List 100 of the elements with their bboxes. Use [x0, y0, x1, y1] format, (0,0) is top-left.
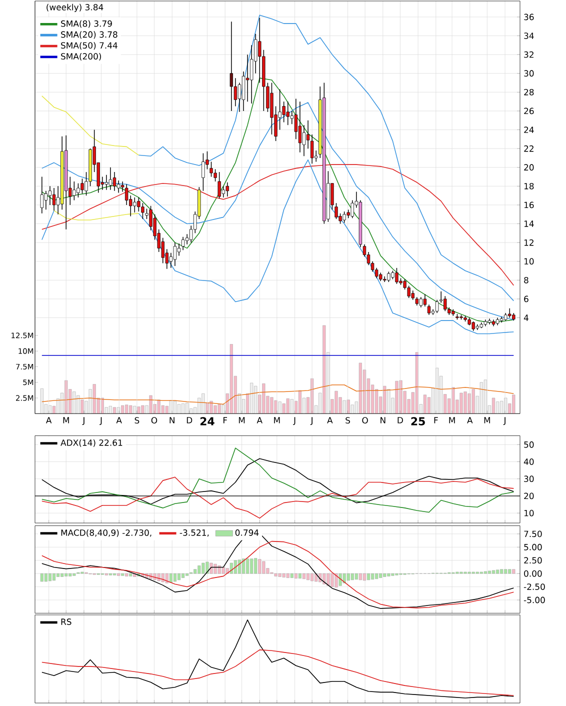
bar: [40, 388, 44, 414]
y-tick-label: -2.50: [524, 584, 545, 590]
bar: [342, 573, 346, 584]
y-tick-label: -5.00: [524, 596, 545, 604]
x-tick-label: 25: [411, 417, 425, 426]
bar: [254, 558, 258, 574]
bar: [314, 573, 318, 582]
legend-label: SMA(8) 3.79: [61, 20, 112, 28]
legend-label: 0.794: [235, 529, 259, 536]
bar: [387, 573, 390, 576]
y-tick-label: 4: [524, 314, 528, 321]
bar: [157, 400, 160, 414]
bar: [448, 398, 451, 414]
chart-title: (weekly) 3.84: [46, 4, 104, 12]
candlestick: [427, 304, 431, 316]
y-tick-label: 8: [524, 276, 528, 284]
y-tick-label: 28: [524, 88, 534, 96]
y-tick-label: 7.50: [524, 530, 542, 538]
bar: [362, 573, 366, 581]
bar: [310, 573, 314, 582]
x-tick-label: D: [186, 417, 192, 424]
candlestick: [52, 188, 56, 211]
x-tick-label: D: [398, 417, 403, 424]
y-tick-label: 20: [524, 164, 534, 171]
bar: [234, 560, 237, 574]
bar: [182, 573, 185, 578]
candlestick: [210, 161, 213, 178]
y-tick-label: 22: [524, 145, 534, 152]
candlestick: [350, 200, 354, 218]
y-tick-label: 50: [524, 441, 534, 448]
x-tick-label: M: [63, 417, 69, 424]
bar: [177, 573, 181, 580]
x-tick-label: J: [503, 417, 506, 425]
x-tick-label: J: [100, 417, 102, 425]
candlestick: [286, 101, 290, 126]
bar: [423, 394, 426, 414]
bar: [492, 570, 496, 574]
bar: [496, 570, 500, 574]
bar: [121, 573, 124, 576]
candlestick: [258, 18, 262, 84]
legend-label: RS: [61, 618, 72, 625]
bar: [298, 573, 302, 578]
y-tick-label: 10: [524, 258, 534, 265]
x-tick-label: M: [274, 417, 280, 424]
candlestick: [310, 134, 314, 164]
x-tick-label: M: [449, 417, 455, 424]
bar: [92, 384, 96, 414]
bar: [206, 562, 209, 574]
bar: [504, 569, 508, 574]
legend-label: MACD(8,40,9) -2.730,: [61, 529, 152, 537]
bar: [72, 392, 76, 414]
bar: [508, 569, 512, 574]
y-tick-label: 16: [524, 202, 534, 208]
bar: [141, 405, 144, 414]
bar: [330, 573, 334, 587]
bar: [278, 402, 282, 414]
bar: [222, 567, 225, 574]
candlestick: [218, 172, 221, 199]
candlestick: [242, 71, 246, 112]
bar: [202, 562, 205, 574]
bar: [64, 573, 68, 576]
legend-label: -3.521,: [180, 529, 209, 537]
x-tick-label: F: [434, 417, 438, 424]
bar: [346, 573, 350, 581]
bar: [56, 573, 60, 577]
bar: [387, 389, 390, 414]
bar: [460, 392, 463, 414]
line-series: [138, 14, 514, 302]
bar: [186, 573, 189, 576]
y-tick-label: 24: [524, 126, 534, 133]
bar: [286, 398, 290, 414]
bar: [44, 573, 48, 582]
candlestick: [395, 268, 398, 284]
bar: [48, 573, 52, 582]
bar: [366, 573, 370, 580]
line-series: [54, 210, 140, 220]
bar: [375, 573, 378, 579]
bar: [294, 573, 298, 578]
bar: [399, 380, 402, 414]
candlestick: [302, 124, 306, 156]
bar: [358, 573, 362, 580]
x-tick-label: J: [82, 417, 84, 425]
x-tick-label: A: [327, 417, 333, 424]
y-tick-label: 32: [524, 51, 534, 58]
bar: [383, 573, 386, 577]
candlestick: [226, 182, 229, 197]
bar: [173, 573, 177, 582]
bar: [464, 392, 467, 414]
bar: [165, 573, 168, 584]
bar: [230, 562, 233, 574]
bar: [218, 565, 221, 574]
x-tick-label: N: [170, 417, 174, 424]
bar: [149, 395, 152, 414]
candlestick: [173, 242, 177, 266]
candlestick: [161, 237, 164, 264]
bar: [290, 573, 294, 578]
candlestick: [282, 101, 286, 123]
bar: [488, 570, 492, 574]
x-tick-label: A: [46, 417, 52, 424]
bar: [262, 561, 266, 574]
